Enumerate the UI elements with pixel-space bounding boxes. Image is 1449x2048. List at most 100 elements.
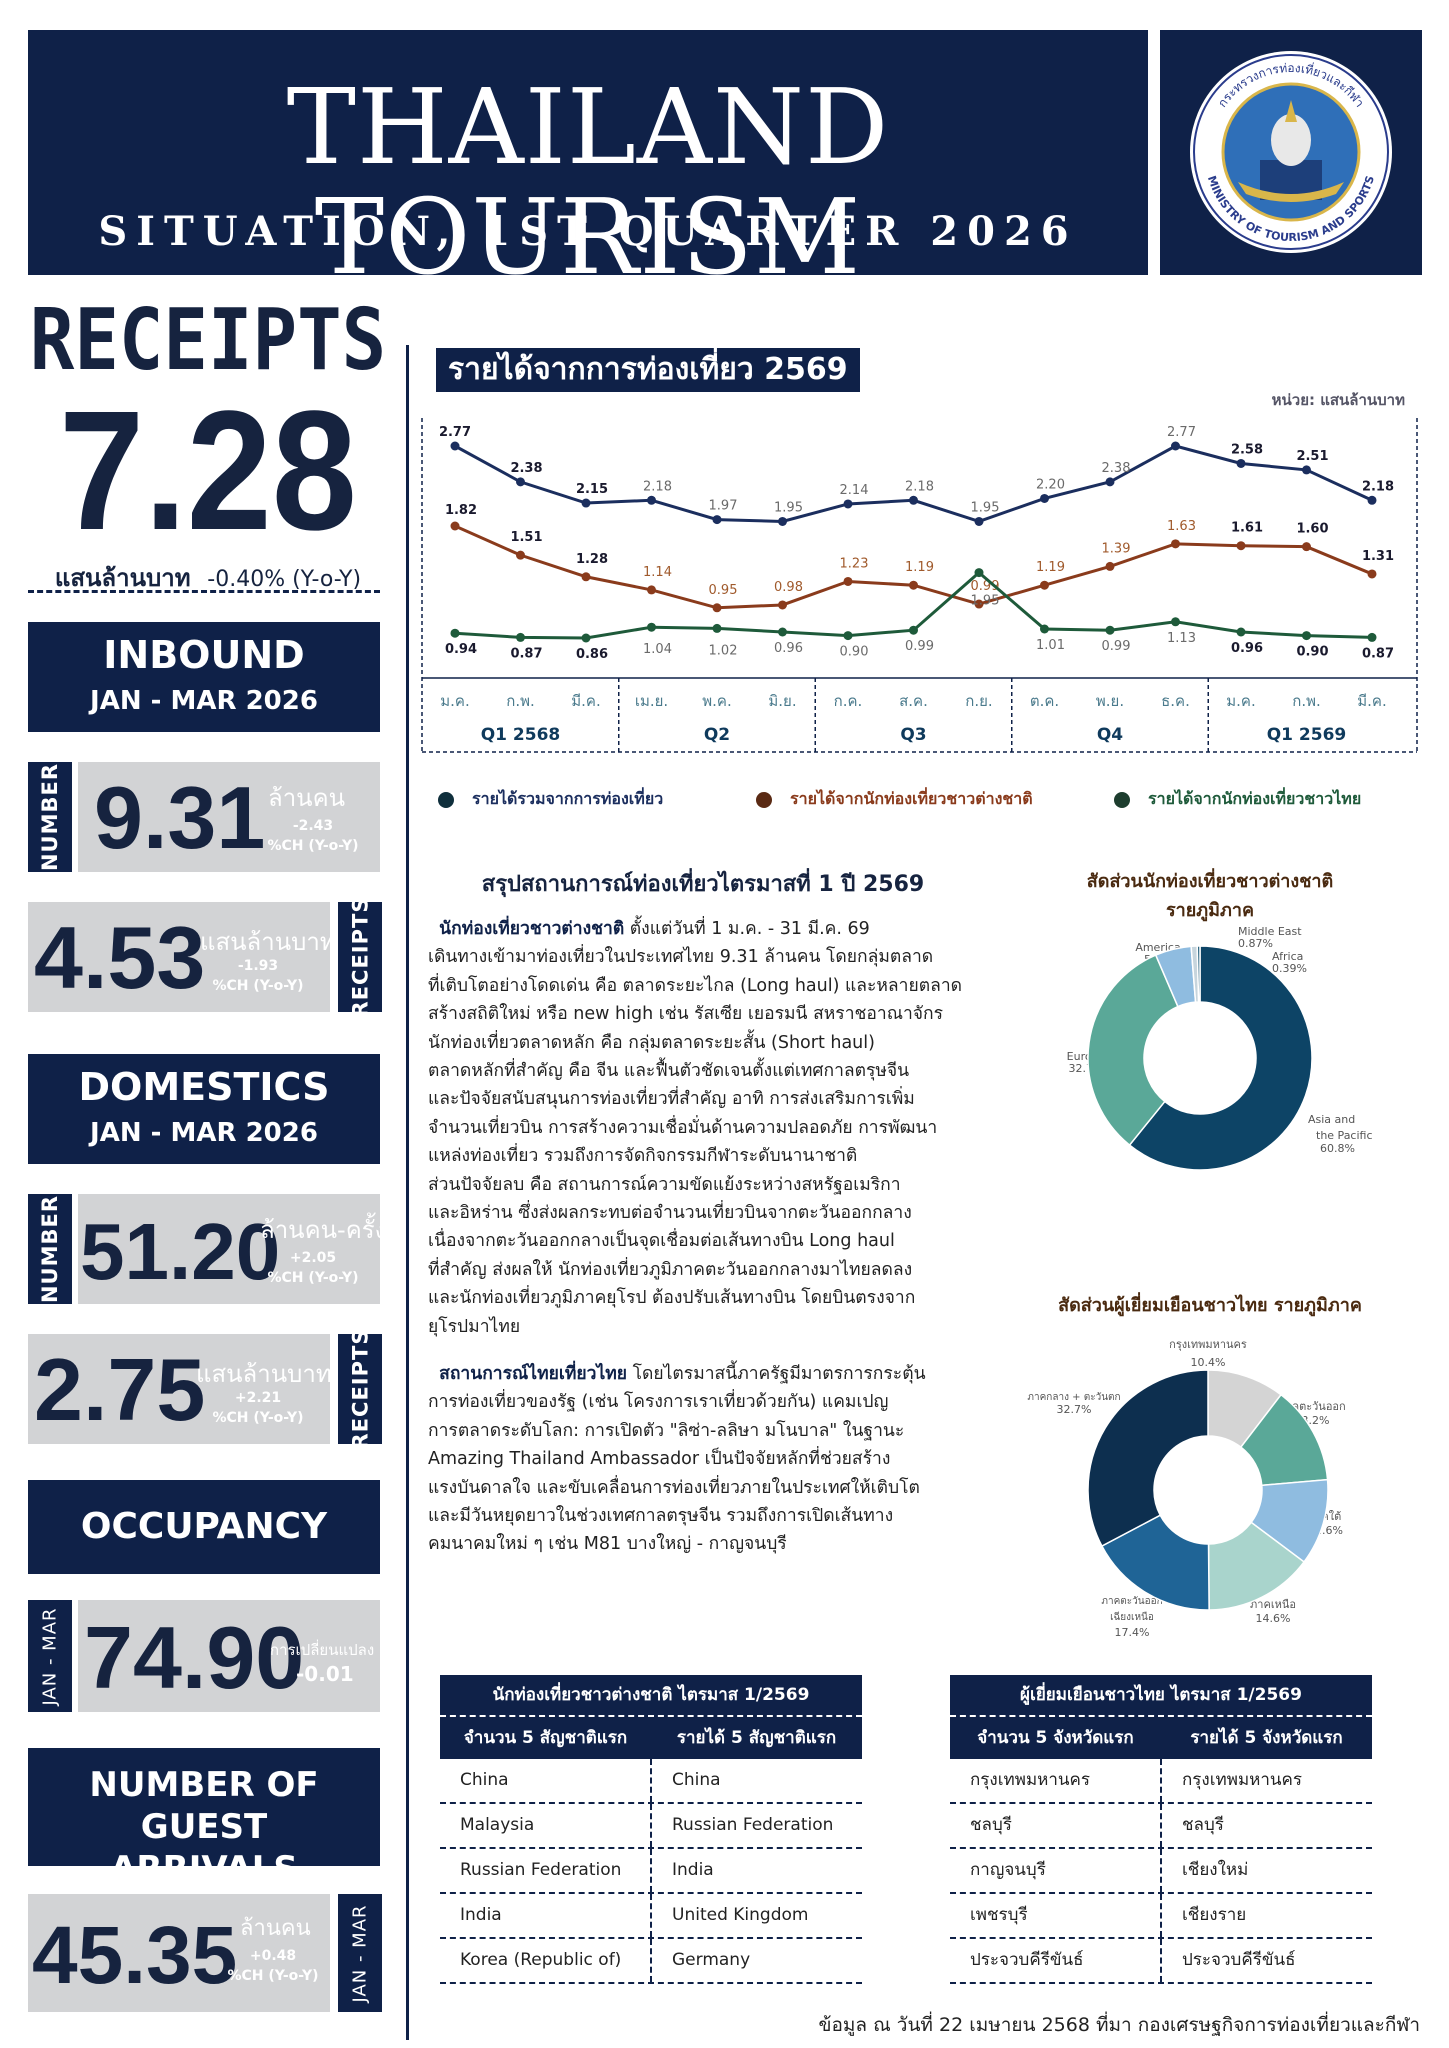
data-label: 1.19 [1036, 560, 1065, 575]
occupancy-value: 74.90 [84, 1608, 305, 1707]
series-point [1040, 580, 1049, 590]
x-tick-label: ธ.ค. [1161, 692, 1190, 710]
data-label: 2.18 [1362, 479, 1394, 494]
pie1-label-middle-east: Middle East [1238, 925, 1302, 938]
series-point [1302, 542, 1311, 552]
donut-slice [1100, 1514, 1210, 1611]
x-tick-label: ก.ย. [965, 692, 992, 710]
table-row: กาญจนบุรี เชียงใหม่ [950, 1849, 1372, 1894]
pie2-value-northeast: 17.4% [1115, 1626, 1150, 1639]
guest-arrivals-unit: ล้านคน [240, 1916, 311, 1941]
series-point [778, 516, 787, 526]
table-row: Malaysia Russian Federation [440, 1804, 862, 1849]
series-point [974, 516, 984, 526]
inbound-number-unit: ล้านคน [268, 784, 346, 812]
series-point [974, 599, 984, 609]
pie2-value-bangkok: 10.4% [1191, 1356, 1226, 1369]
inbound-number-change-label: %CH (Y-o-Y) [267, 838, 359, 854]
inbound-title: INBOUND [103, 633, 305, 677]
table-row: กรุงเทพมหานคร กรุงเทพมหานคร [950, 1759, 1372, 1804]
receipts-change: -0.40% (Y-o-Y) [207, 567, 362, 592]
series-point [516, 550, 525, 560]
series-point [712, 603, 722, 613]
x-tick-label: มี.ค. [1357, 692, 1386, 710]
data-label: 1.61 [1231, 521, 1263, 536]
table-thai-col2: รายได้ 5 จังหวัดแรก [1190, 1728, 1343, 1748]
data-label: 2.38 [510, 461, 542, 476]
domestic-number-change-label: %CH (Y-o-Y) [267, 1270, 359, 1286]
domestic-period: JAN - MAR 2026 [90, 1118, 318, 1148]
data-label: 2.58 [1231, 442, 1263, 457]
quarter-label: Q2 [704, 725, 730, 745]
data-label: 0.99 [1102, 639, 1131, 654]
data-label: 2.20 [1036, 477, 1065, 492]
pie2-value-central: 32.7% [1057, 1403, 1092, 1416]
series-point [516, 477, 525, 487]
x-tick-label: ส.ค. [899, 692, 928, 710]
domestic-receipts-unit: แสนล้านบาท [196, 1360, 332, 1388]
guest-arrivals-change-label: %CH (Y-o-Y) [227, 1968, 319, 1984]
legend-dot-total [438, 791, 454, 808]
pie2-label-northeast-1: ภาคตะวันออก [1101, 1596, 1162, 1607]
x-tick-label: พ.ย. [1096, 692, 1124, 710]
x-tick-label: ก.ค. [834, 692, 863, 710]
receipts-unit: แสนล้านบาท [54, 564, 191, 592]
pie2-value-north: 14.6% [1256, 1612, 1291, 1625]
quarter-label: Q3 [900, 725, 926, 745]
data-label: 0.86 [576, 647, 608, 662]
data-label: 1.63 [1167, 519, 1196, 534]
inbound-number-change: -2.43 [292, 818, 334, 834]
domestic-number-value: 51.20 [80, 1207, 281, 1296]
receipts-value: 7.28 [59, 376, 357, 566]
foreign-top5-table: นักท่องเที่ยวชาวต่างชาติ ไตรมาส 1/2569 จ… [440, 1675, 862, 1984]
data-label: 1.23 [840, 556, 869, 571]
occupancy-heading: OCCUPANCY RATE [28, 1480, 380, 1641]
series-point [516, 632, 525, 642]
legend-item-thai: รายได้จากนักท่องเที่ยวชาวไทย [1114, 787, 1361, 812]
pie1-label-asia-2: the Pacific [1316, 1129, 1373, 1142]
data-label: 1.95 [971, 500, 1000, 515]
series-point [843, 499, 853, 509]
guest-title-2: ARRIVALS [110, 1849, 298, 1889]
quarter-label: Q4 [1097, 725, 1123, 745]
guest-arrivals-change: +0.48 [249, 1948, 297, 1964]
summary-title: สรุปสถานการณ์ท่องเที่ยวไตรมาสที่ 1 ปี 25… [481, 872, 925, 897]
domestic-heading: DOMESTICS JAN - MAR 2026 [28, 1054, 380, 1164]
quarter-label: Q1 2569 [1267, 725, 1347, 745]
data-label: 0.87 [1362, 646, 1394, 661]
table-row: Russian Federation India [440, 1849, 862, 1894]
inbound-receipts-unit: แสนล้านบาท [200, 928, 336, 956]
series-point [450, 628, 460, 638]
legend-dot-foreign [756, 791, 772, 808]
domestic-number-tab: NUMBER [28, 1194, 72, 1304]
pie-thai-title: สัดส่วนผู้เยี่ยมเยือนชาวไทย รายภูมิภาค [1058, 1295, 1362, 1316]
x-tick-label: พ.ค. [702, 692, 731, 710]
table-thai-title: ผู้เยี่ยมเยือนชาวไทย ไตรมาส 1/2569 [950, 1675, 1372, 1715]
data-label: 0.96 [1231, 641, 1263, 656]
receipts-heading: RECEIPTS [29, 290, 387, 390]
series-point [581, 498, 591, 508]
data-label: 2.38 [1102, 461, 1131, 476]
table-thai-col1: จำนวน 5 จังหวัดแรก [977, 1728, 1134, 1748]
data-label: 0.98 [774, 580, 803, 595]
x-tick-label: ม.ค. [1226, 692, 1255, 710]
table-row: Korea (Republic of) Germany [440, 1939, 862, 1984]
pie1-value-asia: 60.8% [1320, 1142, 1355, 1155]
summary-domestic-paragraph: สถานการณ์ไทยเที่ยวไทย โดยไตรมาสนี้ภาครัฐ… [428, 1364, 926, 1555]
series-point [1105, 625, 1115, 635]
legend-item-total: รายได้รวมจากการท่องเที่ยว [438, 787, 663, 812]
series-point [778, 627, 787, 637]
data-label: 0.94 [445, 642, 477, 657]
pie2-label-central: ภาคกลาง + ตะวันตก [1027, 1392, 1120, 1403]
table-row: เพชรบุรี เชียงราย [950, 1894, 1372, 1939]
inbound-number-value: 9.31 [94, 768, 266, 867]
quarter-label: Q1 2568 [481, 725, 561, 745]
inbound-period: JAN - MAR 2026 [90, 686, 318, 716]
series-point [974, 568, 984, 578]
inbound-receipts-value: 4.53 [34, 908, 206, 1007]
series-point [1105, 561, 1115, 571]
table-row: ประจวบคีรีขันธ์ ประจวบคีรีขันธ์ [950, 1939, 1372, 1984]
chart-unit-label: หน่วย: แสนล้านบาท [1271, 391, 1405, 409]
table-row: China China [440, 1759, 862, 1804]
series-point [1236, 541, 1246, 551]
